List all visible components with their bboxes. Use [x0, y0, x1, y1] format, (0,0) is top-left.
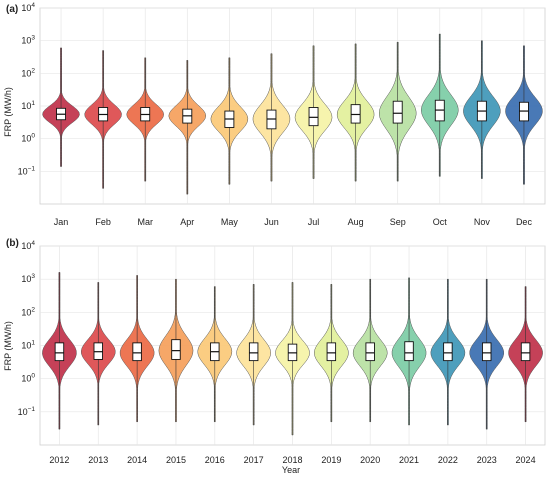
- x-tick-label: Dec: [516, 217, 533, 227]
- violin-year-2016: [197, 286, 233, 423]
- violin-year-2021: [391, 277, 427, 426]
- y-tick-label: 102: [21, 67, 35, 78]
- x-tick-label: Jul: [308, 217, 320, 227]
- panel-a-y-axis-title: FRP (MW/h): [3, 87, 13, 137]
- y-tick-label: 101: [21, 100, 35, 111]
- violin-year-2018: [275, 282, 310, 436]
- x-tick-label: 2014: [127, 455, 147, 465]
- iqr-box: [404, 341, 414, 362]
- x-tick-label: 2019: [321, 455, 341, 465]
- x-tick-label: 2022: [438, 455, 458, 465]
- y-tick-label: 104: [21, 240, 35, 251]
- violin-month-Sep: [378, 41, 417, 182]
- violin-year-2024: [508, 286, 543, 423]
- y-tick-label: 10−1: [18, 165, 36, 176]
- iqr-box: [326, 342, 337, 362]
- violin-month-Dec: [505, 45, 543, 185]
- y-tick-label: 102: [21, 306, 35, 317]
- x-tick-label: Apr: [180, 217, 194, 227]
- violin-year-2022: [430, 278, 466, 426]
- panel-b-label: (b): [6, 238, 19, 249]
- panel-b-yearly: (b) FRP (MW/h) Year 10−1 100 101 102 103 104 2…: [3, 238, 546, 475]
- panel-b-y-axis-title: FRP (MW/h): [3, 321, 13, 371]
- iqr-box: [350, 104, 361, 124]
- x-tick-label: 2018: [282, 455, 302, 465]
- x-tick-label: 2021: [399, 455, 419, 465]
- iqr-box: [392, 100, 403, 124]
- x-tick-label: Aug: [348, 217, 364, 227]
- x-tick-label: May: [221, 217, 239, 227]
- y-tick-label: 103: [21, 273, 35, 284]
- iqr-box: [248, 342, 259, 362]
- iqr-box: [132, 342, 142, 362]
- x-tick-label: 2017: [244, 455, 264, 465]
- x-tick-label: 2012: [49, 455, 69, 465]
- x-tick-label: 2023: [477, 455, 497, 465]
- x-tick-label: 2016: [205, 455, 225, 465]
- y-tick-label: 100: [21, 133, 35, 144]
- x-tick-label: 2024: [516, 455, 536, 465]
- iqr-box: [482, 342, 492, 362]
- panel-a-monthly: (a) FRP (MW/h) 10−1 100 101 102 103 104 Jan Feb…: [3, 2, 546, 227]
- x-tick-label: Mar: [137, 217, 153, 227]
- y-tick-label: 10−1: [18, 406, 36, 417]
- violin-month-Oct: [421, 33, 459, 177]
- iqr-box: [520, 342, 531, 362]
- x-tick-label: Nov: [474, 217, 491, 227]
- violin-month-Apr: [168, 60, 207, 195]
- violin-month-May: [210, 57, 249, 185]
- violin-year-2012: [42, 272, 77, 430]
- iqr-box: [443, 342, 453, 362]
- violin-year-2019: [314, 284, 349, 423]
- iqr-box: [54, 342, 65, 362]
- violin-month-Jun: [252, 53, 291, 182]
- panel-b-x-axis-title: Year: [282, 465, 300, 475]
- violin-year-2020: [352, 278, 388, 423]
- violin-month-Jul: [294, 45, 333, 179]
- y-tick-label: 100: [21, 373, 35, 384]
- iqr-box: [308, 107, 319, 127]
- x-tick-label: 2020: [360, 455, 380, 465]
- violin-year-2013: [80, 282, 116, 426]
- x-tick-label: Feb: [95, 217, 111, 227]
- x-tick-label: Jun: [264, 217, 279, 227]
- violin-month-Jan: [42, 47, 80, 167]
- x-tick-label: Oct: [433, 217, 448, 227]
- x-tick-label: 2013: [88, 455, 108, 465]
- violin-year-2017: [236, 284, 271, 426]
- panel-a-label: (a): [6, 4, 18, 15]
- y-tick-label: 101: [21, 340, 35, 351]
- violin-month-Aug: [336, 43, 375, 182]
- y-tick-label: 103: [21, 35, 35, 46]
- x-tick-label: Sep: [390, 217, 406, 227]
- iqr-box: [365, 342, 375, 362]
- x-tick-label: Jan: [54, 217, 69, 227]
- violin-year-2015: [158, 278, 194, 423]
- iqr-box: [171, 339, 181, 360]
- violin-month-Mar: [126, 57, 164, 182]
- violin-year-2014: [119, 275, 155, 423]
- y-tick-label: 104: [21, 2, 35, 13]
- violin-month-Nov: [463, 40, 501, 179]
- violin-year-2023: [469, 278, 504, 430]
- x-tick-label: 2015: [166, 455, 186, 465]
- violin-month-Feb: [84, 50, 122, 189]
